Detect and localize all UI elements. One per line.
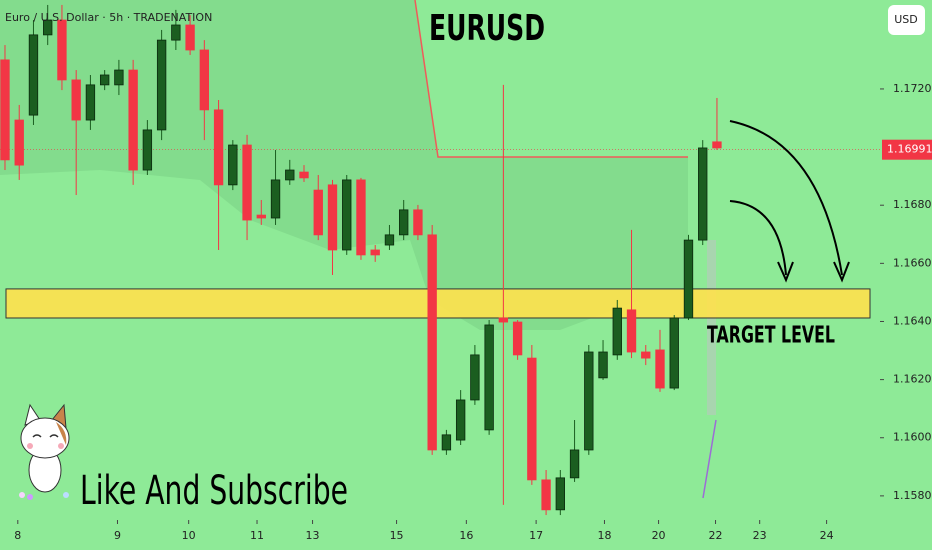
arrow-head <box>833 261 850 283</box>
candle-body <box>427 234 437 451</box>
candle-body <box>413 209 423 236</box>
x-tick-label: 15 <box>390 529 404 542</box>
arrow <box>729 120 843 276</box>
candle-body <box>114 69 124 86</box>
candle-body <box>142 129 153 171</box>
candle-body <box>270 179 281 219</box>
last-price-box <box>882 139 932 160</box>
candle-body <box>28 34 39 116</box>
cat-mascot <box>19 403 70 500</box>
x-tick-label: 10 <box>182 529 196 542</box>
indicator-line <box>414 0 688 158</box>
candle-body <box>598 351 608 379</box>
candle-body <box>156 39 167 131</box>
candle-body <box>342 179 352 251</box>
candle-body <box>641 351 651 359</box>
candle-body <box>612 307 622 356</box>
candle-body <box>14 119 24 166</box>
x-tick-label: 24 <box>820 529 834 542</box>
indicator-stroke <box>702 419 717 499</box>
candle-body <box>655 349 665 389</box>
candle-body <box>441 434 452 451</box>
candle-body <box>213 109 224 186</box>
candle-body <box>57 19 67 81</box>
candle-body <box>669 317 679 389</box>
x-tick-label: 22 <box>709 529 723 542</box>
candle-body <box>356 179 366 256</box>
x-tick-label: 11 <box>250 529 264 542</box>
candle-body <box>0 59 10 161</box>
candle-body <box>299 171 309 179</box>
y-tick-label: 1.16000 <box>893 431 932 444</box>
candle-body <box>384 234 395 246</box>
candle-body <box>527 357 537 481</box>
y-tick-label: 1.17200 <box>893 82 932 95</box>
x-tick-label: 23 <box>753 529 767 542</box>
candle-body <box>313 189 323 236</box>
candle-body <box>185 24 195 51</box>
price-axis <box>880 0 932 550</box>
header: Euro / U.S. Dollar · 5h · TRADENATION <box>5 11 212 24</box>
last-price-label: 1.16991 <box>887 143 932 156</box>
y-tick-label: 1.16800 <box>893 198 932 211</box>
arrow-head <box>777 261 794 283</box>
candle-body <box>199 49 210 111</box>
candle-body <box>128 69 138 171</box>
candle-body <box>555 477 565 511</box>
arrow <box>729 200 787 276</box>
currency-label[interactable]: USD <box>894 13 918 26</box>
currency-button[interactable] <box>888 5 925 35</box>
candle-body <box>43 19 53 36</box>
x-tick-label: 9 <box>114 529 121 542</box>
candle-body <box>498 317 509 323</box>
chart-title: EURUSD <box>429 8 545 49</box>
x-tick-label: 17 <box>529 529 543 542</box>
target-label: TARGET LEVEL <box>707 323 835 349</box>
candle-body <box>370 249 380 256</box>
candle-body <box>455 399 466 441</box>
candle-body <box>327 184 338 251</box>
target-zone <box>5 288 871 319</box>
candle-body <box>712 141 722 149</box>
x-tick-label: 13 <box>306 529 320 542</box>
candle-body <box>256 214 266 219</box>
indicator-shade <box>0 0 688 330</box>
x-tick-label: 8 <box>14 529 21 542</box>
y-tick-label: 1.15800 <box>893 489 932 502</box>
y-tick-label: 1.16400 <box>893 314 932 327</box>
candle-body <box>399 209 409 236</box>
candle-body <box>85 84 96 121</box>
subscribe-label: Like And Subscribe <box>80 468 348 514</box>
candle-body <box>99 74 110 86</box>
candle-body <box>541 479 551 511</box>
candle-body <box>228 144 238 186</box>
candle-body <box>683 239 694 319</box>
x-tick-label: 16 <box>459 529 473 542</box>
y-tick-label: 1.16600 <box>893 256 932 269</box>
candle-body <box>512 321 523 356</box>
y-tick-label: 1.16200 <box>893 373 932 386</box>
candle-body <box>470 354 480 401</box>
candle-body <box>698 147 708 241</box>
candle-body <box>71 79 81 121</box>
candle-body <box>171 24 181 41</box>
x-tick-label: 20 <box>652 529 666 542</box>
candle-body <box>584 351 594 451</box>
x-tick-label: 18 <box>597 529 611 542</box>
candle-body <box>242 144 252 221</box>
candle-body <box>484 324 494 431</box>
candle-body <box>569 449 580 479</box>
candle-body <box>626 309 637 353</box>
candle-body <box>285 169 295 181</box>
indicator-band <box>707 240 716 415</box>
